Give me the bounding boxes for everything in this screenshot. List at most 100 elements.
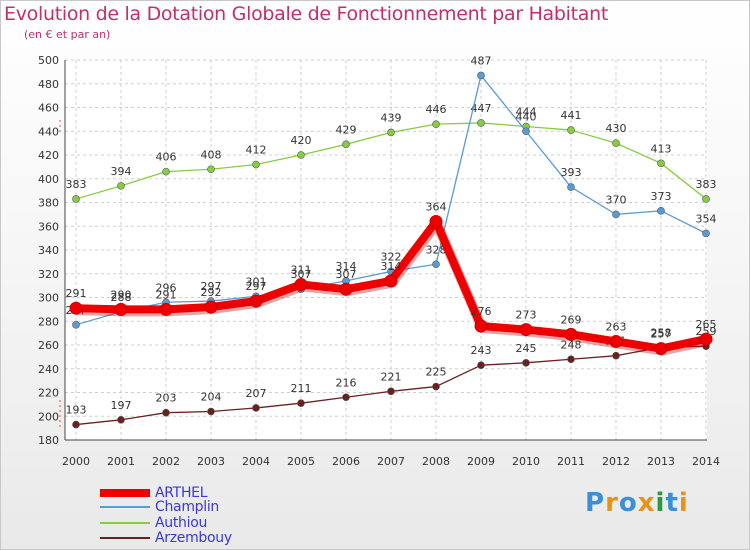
data-label: 221 xyxy=(381,370,402,383)
x-tick-label: 2002 xyxy=(152,455,180,468)
chart-subtitle: (en € et par an) xyxy=(24,28,111,41)
data-label: 439 xyxy=(381,111,402,124)
data-label: 383 xyxy=(696,178,717,191)
data-label: 487 xyxy=(471,54,492,67)
data-label: 370 xyxy=(606,193,627,206)
data-label: 328 xyxy=(426,243,447,256)
data-point xyxy=(342,140,350,149)
x-tick-label: 2005 xyxy=(287,455,315,468)
data-point xyxy=(522,127,530,136)
legend-label-arzembouy: Arzembouy xyxy=(155,530,232,546)
data-label: 314 xyxy=(381,260,402,273)
x-tick-label: 2001 xyxy=(107,455,135,468)
data-point xyxy=(159,302,173,316)
data-point xyxy=(702,195,710,203)
data-label: 216 xyxy=(336,376,357,389)
data-point xyxy=(72,195,80,203)
data-point xyxy=(477,119,485,127)
data-label: 211 xyxy=(291,382,312,395)
data-label: 301 xyxy=(246,275,267,288)
data-label: 420 xyxy=(291,134,312,147)
data-point xyxy=(342,393,350,402)
x-tick-label: 2011 xyxy=(557,455,585,468)
data-point xyxy=(567,183,575,191)
legend-item-arzembouy: Arzembouy xyxy=(100,530,360,546)
data-label: 413 xyxy=(651,142,672,155)
data-point xyxy=(204,300,218,314)
legend-label-arthel: ARTHEL xyxy=(155,485,208,501)
data-point xyxy=(702,229,710,238)
data-label: 276 xyxy=(471,305,492,318)
data-point xyxy=(162,167,170,176)
proxiti-logo: Proxiti xyxy=(585,488,689,518)
data-label: 406 xyxy=(156,151,177,164)
y-tick-label: 360 xyxy=(38,220,59,233)
data-label: 364 xyxy=(426,201,447,214)
data-point xyxy=(252,160,260,169)
logo-letter: t xyxy=(665,488,679,518)
legend-item-arthel: ARTHEL xyxy=(100,485,360,501)
logo-letter: x xyxy=(637,488,656,518)
legend-item-champlin: Champlin xyxy=(100,499,360,515)
logo-letter: i xyxy=(678,488,689,518)
x-tick-label: 2007 xyxy=(377,455,405,468)
data-label: 291 xyxy=(156,288,177,301)
x-tick-label: 2003 xyxy=(197,455,225,468)
legend-item-authiou: Authiou xyxy=(100,515,360,531)
data-label: 322 xyxy=(381,250,402,263)
data-label: 394 xyxy=(111,165,132,178)
data-point xyxy=(612,139,620,147)
data-label: 225 xyxy=(426,366,447,379)
logo-letter: r xyxy=(605,488,619,518)
data-point xyxy=(564,327,578,341)
data-label: 243 xyxy=(471,344,492,357)
logo-letter: o xyxy=(618,488,638,518)
y-tick-label: 420 xyxy=(38,149,59,162)
data-point xyxy=(252,404,260,412)
data-label: 307 xyxy=(291,268,312,281)
y-tick-label: 380 xyxy=(38,197,59,210)
x-tick-label: 2006 xyxy=(332,455,360,468)
y-tick-label: 400 xyxy=(38,173,59,186)
data-point xyxy=(117,416,125,424)
data-point xyxy=(339,282,353,296)
data-label: 408 xyxy=(201,148,222,161)
data-label: 288 xyxy=(111,291,132,304)
logo-letter: P xyxy=(585,488,606,518)
legend-label-champlin: Champlin xyxy=(155,499,220,515)
y-tick-label: 460 xyxy=(38,102,59,115)
data-point xyxy=(429,215,443,228)
data-point xyxy=(519,323,533,337)
y-tick-label: 260 xyxy=(38,339,59,352)
data-label: 297 xyxy=(246,280,267,293)
data-point xyxy=(477,71,485,80)
data-label: 446 xyxy=(426,103,447,116)
data-point xyxy=(249,294,263,308)
data-label: 265 xyxy=(696,318,717,331)
data-label: 290 xyxy=(111,288,132,301)
legend-swatch-arzembouy xyxy=(100,537,150,539)
data-point xyxy=(69,301,83,315)
data-label: 354 xyxy=(696,212,717,225)
data-point xyxy=(114,302,128,316)
data-label: 447 xyxy=(471,102,492,115)
data-point xyxy=(387,387,395,396)
data-label: 257 xyxy=(651,328,672,341)
data-label: 197 xyxy=(111,399,132,412)
x-tick-label: 2010 xyxy=(512,455,540,468)
data-label: 373 xyxy=(651,190,672,203)
data-label: 311 xyxy=(291,263,312,276)
x-tick-label: 2008 xyxy=(422,455,450,468)
data-point xyxy=(432,260,440,269)
data-label: 291 xyxy=(66,287,87,300)
y-tick-label: 220 xyxy=(38,387,59,400)
data-label: 444 xyxy=(516,106,537,119)
data-label: 204 xyxy=(201,391,222,404)
data-point xyxy=(657,159,665,168)
x-tick-label: 2004 xyxy=(242,455,270,468)
data-label: 314 xyxy=(336,260,357,273)
y-tick-label: 200 xyxy=(38,410,59,423)
data-label: 441 xyxy=(561,109,582,122)
data-label: 203 xyxy=(156,392,177,405)
